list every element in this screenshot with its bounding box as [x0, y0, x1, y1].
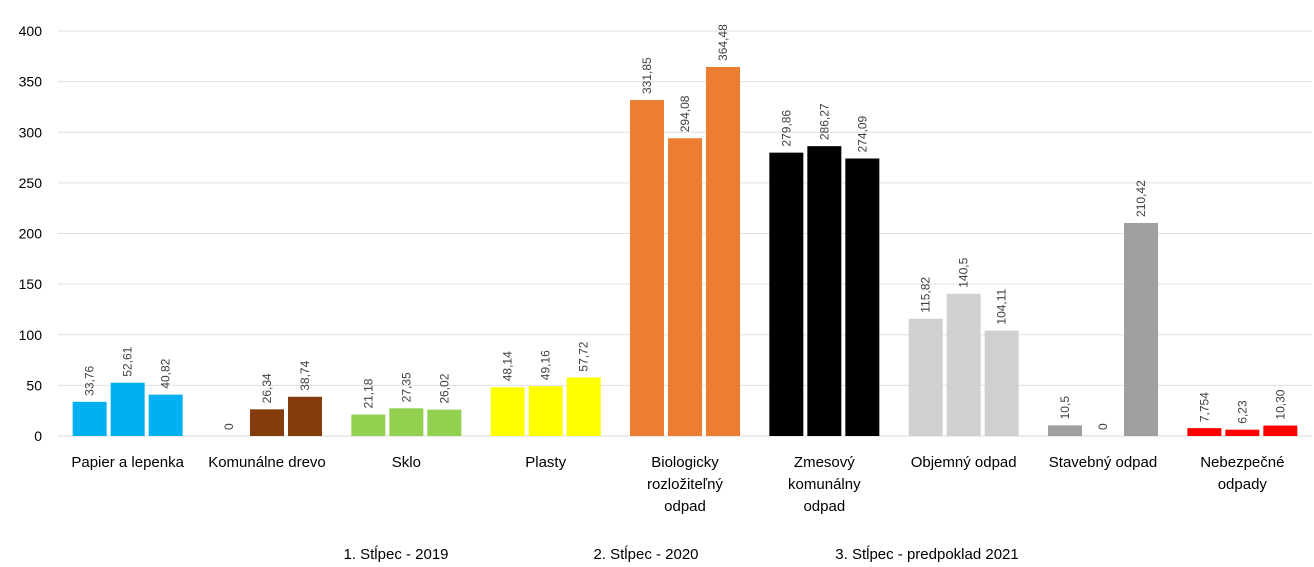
category-label: rozložiteľný [647, 476, 724, 493]
category-label: odpad [664, 498, 706, 515]
data-label: 279,86 [779, 110, 793, 147]
bar [1187, 428, 1222, 436]
data-label: 26,02 [437, 373, 451, 403]
y-tick-label: 250 [19, 175, 43, 191]
bar [288, 396, 322, 436]
y-tick-label: 150 [19, 276, 43, 292]
data-label: 27,35 [399, 372, 413, 402]
y-tick-label: 100 [19, 327, 43, 343]
bar [946, 293, 981, 436]
bar [1048, 425, 1082, 436]
bar [250, 409, 284, 436]
data-label: 364,48 [716, 24, 730, 61]
category-label: Plasty [525, 454, 566, 471]
bar [984, 330, 1019, 436]
bar [389, 408, 424, 436]
bar [72, 401, 107, 436]
bar [908, 318, 943, 436]
bar [807, 146, 842, 437]
category-label: Biologicky [651, 454, 719, 471]
data-label: 140,5 [957, 257, 971, 287]
y-tick-label: 300 [19, 124, 43, 140]
bar [1225, 429, 1260, 436]
y-tick-label: 0 [34, 428, 42, 444]
y-tick-label: 200 [19, 226, 43, 242]
legend-entry: 2. Stĺpec - 2020 [593, 545, 698, 563]
category-label: Komunálne drevo [208, 454, 326, 471]
data-label: 274,09 [855, 115, 869, 152]
bar [845, 158, 880, 436]
data-label: 26,34 [260, 373, 274, 403]
bar [490, 387, 525, 436]
data-label: 52,61 [121, 346, 135, 376]
y-axis-ticks: 0 50 100 150 200 250 300 350 400 [19, 23, 43, 444]
data-label: 49,16 [539, 350, 553, 380]
bar [769, 152, 804, 436]
data-label: 57,72 [577, 341, 591, 371]
legend: 1. Stĺpec - 2019 2. Stĺpec - 2020 3. Stĺpe… [343, 545, 1018, 563]
data-label: 104,11 [995, 288, 1009, 324]
data-label: 331,85 [640, 57, 654, 94]
category-label: Objemný odpad [911, 454, 1017, 471]
bar [706, 66, 740, 437]
y-tick-label: 350 [19, 74, 43, 90]
legend-entry: 1. Stĺpec - 2019 [343, 545, 448, 563]
bar [630, 100, 664, 436]
bar [528, 386, 563, 436]
bar [566, 377, 601, 436]
data-label: 115,82 [919, 277, 933, 313]
data-label: 6,23 [1235, 400, 1249, 424]
legend-entry: 3. Stĺpec - predpoklad 2021 [835, 545, 1018, 563]
bar [1124, 222, 1158, 436]
category-label: Stavebný odpad [1049, 454, 1157, 471]
x-axis-categories: Papier a lepenka Komunálne drevo Sklo Plast… [71, 454, 1284, 515]
category-label: odpad [803, 498, 845, 515]
data-label: 40,82 [159, 358, 173, 388]
data-label: 0 [1096, 423, 1110, 430]
bar [1263, 425, 1298, 436]
data-labels: 33,76 52,61 40,82 0 26,34 38,74 21,18 27,35 26,0… [83, 24, 1288, 430]
data-label: 210,42 [1134, 180, 1148, 217]
data-label: 21,18 [361, 378, 375, 408]
bar [148, 394, 183, 436]
bar [427, 409, 462, 436]
category-label: Zmesový [794, 454, 855, 471]
category-label: Papier a lepenka [71, 454, 184, 471]
category-label: odpady [1218, 476, 1268, 493]
bars [72, 66, 1298, 437]
data-label: 10,5 [1058, 396, 1072, 420]
category-label: Nebezpečné [1200, 454, 1284, 471]
data-label: 48,14 [501, 351, 515, 381]
y-tick-label: 400 [19, 23, 43, 39]
category-label: komunálny [788, 476, 861, 493]
data-label: 294,08 [678, 95, 692, 132]
data-label: 33,76 [83, 365, 97, 395]
category-label: Sklo [392, 454, 421, 471]
bar [668, 138, 702, 436]
data-label: 7,754 [1197, 392, 1211, 422]
bar [110, 382, 145, 436]
data-label: 0 [222, 423, 236, 430]
data-label: 10,30 [1273, 389, 1287, 419]
bar [351, 414, 386, 436]
data-label: 38,74 [298, 360, 312, 390]
data-label: 286,27 [817, 103, 831, 140]
y-tick-label: 50 [26, 377, 42, 393]
